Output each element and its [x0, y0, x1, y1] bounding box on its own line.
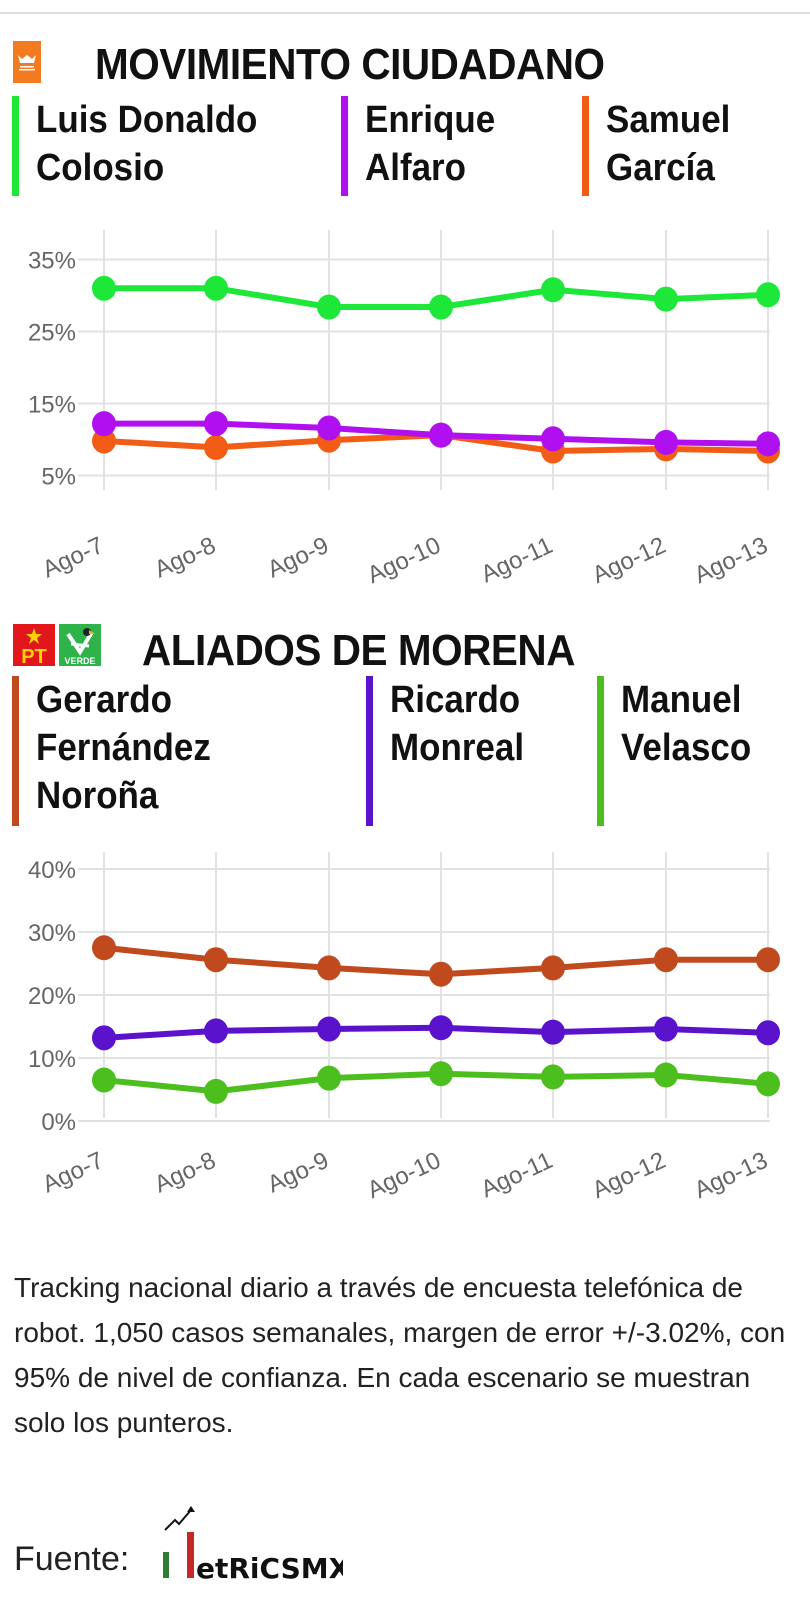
- data-point[interactable]: [204, 1018, 228, 1044]
- top-divider: [0, 12, 810, 14]
- data-point[interactable]: [317, 955, 341, 981]
- data-point[interactable]: [756, 1071, 780, 1097]
- legend-swatch: [341, 96, 348, 196]
- data-point[interactable]: [429, 1015, 453, 1041]
- data-point[interactable]: [756, 1020, 780, 1046]
- x-tick-label: Ago-13: [690, 532, 772, 585]
- data-point[interactable]: [541, 955, 565, 981]
- data-point[interactable]: [429, 1061, 453, 1087]
- x-tick-label: Ago-7: [38, 1147, 107, 1199]
- movimiento-ciudadano-logo-icon: [13, 41, 41, 83]
- data-point[interactable]: [541, 277, 565, 303]
- y-tick-label: 10%: [28, 1046, 76, 1073]
- data-point[interactable]: [204, 411, 228, 437]
- data-point[interactable]: [541, 426, 565, 452]
- line-chart-aliados: 40% 30% 20% 10% 0% Ago-7 Ago-8 Ago-9 Ago-10 Ago-1…: [0, 830, 810, 1210]
- verde-logo-icon: VERDE: [59, 624, 101, 666]
- chart-canvas: 40% 30% 20% 10% 0% Ago-7 Ago-8 Ago-9 Ago-10 Ago-1…: [28, 852, 780, 1204]
- x-tick-label: Ago-11: [477, 532, 557, 585]
- x-tick-label: Ago-9: [263, 1147, 332, 1199]
- legend-label: Samuel García: [606, 99, 731, 189]
- legend-swatch: [366, 676, 373, 826]
- legend-item-alfaro: Enrique Alfaro: [341, 96, 561, 196]
- x-tick-label: Ago-8: [150, 1147, 219, 1199]
- data-point[interactable]: [92, 275, 116, 301]
- x-tick-label: Ago-9: [263, 532, 332, 584]
- legend-label: Gerardo Fernández Noroña: [36, 679, 211, 817]
- section-title-aliados: ALIADOS DE MORENA: [142, 626, 575, 675]
- data-point[interactable]: [92, 1067, 116, 1093]
- data-point[interactable]: [654, 1062, 678, 1088]
- section-title-mc: MOVIMIENTO CIUDADANO: [95, 40, 605, 89]
- data-point[interactable]: [204, 947, 228, 973]
- data-point[interactable]: [541, 1064, 565, 1090]
- x-tick-label: Ago-13: [690, 1147, 772, 1204]
- svg-text:etRiCSMX: etRiCSMX: [196, 1552, 343, 1582]
- legend-item-garcia: Samuel García: [582, 96, 802, 196]
- legend-swatch: [582, 96, 589, 196]
- y-tick-label: 25%: [28, 320, 76, 347]
- legend-label: Enrique Alfaro: [365, 99, 496, 189]
- data-point[interactable]: [654, 1016, 678, 1042]
- y-tick-label: 30%: [28, 920, 76, 947]
- legend-swatch: [12, 676, 19, 826]
- x-tick-label: Ago-8: [150, 532, 219, 584]
- y-tick-label: 5%: [41, 464, 76, 491]
- data-point[interactable]: [756, 431, 780, 457]
- data-point[interactable]: [429, 294, 453, 320]
- data-point[interactable]: [317, 415, 341, 441]
- data-point[interactable]: [429, 422, 453, 448]
- legend-item-fernandez-norona: Gerardo Fernández Noroña: [12, 676, 332, 826]
- data-point[interactable]: [654, 947, 678, 973]
- x-tick-label: Ago-7: [38, 532, 107, 584]
- y-tick-label: 0%: [41, 1109, 76, 1136]
- y-tick-label: 40%: [28, 857, 76, 884]
- data-point[interactable]: [317, 1065, 341, 1091]
- metricsmx-logo: etRiCSMX: [163, 1502, 351, 1587]
- legend-item-colosio: Luis Donaldo Colosio: [12, 96, 312, 196]
- data-point[interactable]: [756, 282, 780, 308]
- svg-text:VERDE: VERDE: [64, 656, 95, 666]
- trend-arrow-icon: [164, 1509, 192, 1531]
- data-point[interactable]: [92, 411, 116, 437]
- y-tick-label: 35%: [28, 248, 76, 275]
- svg-text:PT: PT: [21, 646, 47, 666]
- legend-swatch: [12, 96, 19, 196]
- x-tick-label: Ago-11: [477, 1147, 557, 1203]
- y-tick-label: 20%: [28, 983, 76, 1010]
- data-point[interactable]: [429, 961, 453, 987]
- x-tick-label: Ago-12: [588, 532, 670, 585]
- methodology-note: Tracking nacional diario a través de enc…: [14, 1272, 786, 1438]
- data-point[interactable]: [654, 286, 678, 312]
- pt-logo-icon: PT: [13, 624, 55, 668]
- legend-label: Ricardo Monreal: [390, 679, 525, 769]
- x-tick-label: Ago-10: [363, 532, 445, 585]
- x-tick-label: Ago-12: [588, 1147, 670, 1204]
- data-point[interactable]: [317, 1016, 341, 1042]
- data-point[interactable]: [204, 1078, 228, 1104]
- legend-item-monreal: Ricardo Monreal: [366, 676, 586, 826]
- data-point[interactable]: [541, 1019, 565, 1045]
- line-chart-mc: 35% 25% 15% 5% Ago-7 Ago-8 Ago-9 Ago-10 Ago-11 Ag…: [0, 215, 810, 585]
- legend-label: Luis Donaldo Colosio: [36, 99, 258, 189]
- y-tick-label: 15%: [28, 392, 76, 419]
- legend-swatch: [597, 676, 604, 826]
- data-point[interactable]: [92, 428, 116, 454]
- source-label: Fuente:: [14, 1540, 130, 1578]
- data-point[interactable]: [204, 434, 228, 460]
- data-point[interactable]: [204, 275, 228, 301]
- data-point[interactable]: [654, 429, 678, 455]
- legend-label: Manuel Velasco: [621, 679, 752, 769]
- legend-item-velasco: Manuel Velasco: [597, 676, 807, 826]
- data-point[interactable]: [92, 1025, 116, 1051]
- data-point[interactable]: [756, 947, 780, 973]
- x-tick-label: Ago-10: [363, 1147, 445, 1204]
- data-point[interactable]: [317, 294, 341, 320]
- chart-canvas: 35% 25% 15% 5% Ago-7 Ago-8 Ago-9 Ago-10 Ago-11 Ag…: [28, 230, 780, 585]
- data-point[interactable]: [92, 935, 116, 961]
